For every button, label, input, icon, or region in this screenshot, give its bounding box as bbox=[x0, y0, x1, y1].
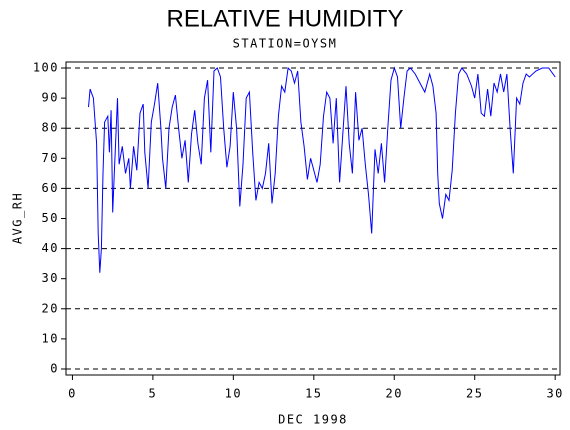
y-tick-label: 30 bbox=[42, 271, 59, 285]
y-tick-label: 40 bbox=[42, 241, 59, 255]
chart-subtitle: STATION=OYSM bbox=[233, 37, 338, 51]
x-tick-label: 0 bbox=[68, 387, 77, 401]
y-tick-label: 20 bbox=[42, 301, 59, 315]
y-tick-label: 90 bbox=[42, 91, 59, 105]
plot-frame bbox=[65, 61, 561, 376]
chart-title: RELATIVE HUMIDITY bbox=[167, 5, 404, 32]
x-tick-label: 15 bbox=[305, 387, 322, 401]
x-tick-label: 10 bbox=[225, 387, 242, 401]
x-tick-label: 25 bbox=[466, 387, 483, 401]
x-axis-label: DEC 1998 bbox=[278, 413, 348, 427]
y-tick-label: 70 bbox=[42, 151, 59, 165]
x-tick-label: 20 bbox=[386, 387, 403, 401]
x-tick-label: 5 bbox=[149, 387, 158, 401]
y-tick-label: 60 bbox=[42, 181, 59, 195]
y-tick-label: 0 bbox=[50, 361, 59, 375]
y-tick-label: 80 bbox=[42, 121, 59, 135]
y-axis-label: AVG_RH bbox=[11, 192, 25, 244]
x-tick-label: 30 bbox=[546, 387, 563, 401]
data-line bbox=[88, 66, 556, 273]
y-tick-label: 10 bbox=[42, 331, 59, 345]
y-tick-label: 50 bbox=[42, 211, 59, 225]
y-tick-label: 100 bbox=[33, 61, 59, 75]
